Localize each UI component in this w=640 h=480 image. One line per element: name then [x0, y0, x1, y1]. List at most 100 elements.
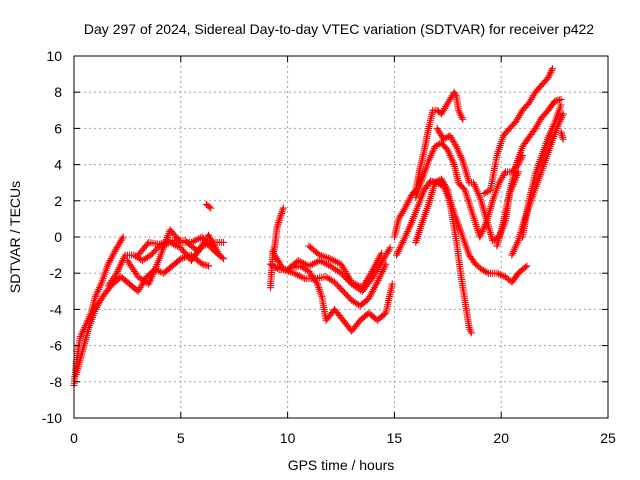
data-track: [557, 128, 567, 143]
data-point-marker: [332, 257, 340, 265]
data-point-marker: [307, 261, 315, 269]
data-point-marker: [325, 254, 333, 262]
y-tick-labels: -10 -8 -6 -4 -2 0 2 4 6 8 10: [42, 48, 62, 426]
data-track: [493, 95, 565, 250]
data-point-marker: [330, 257, 338, 265]
y-tick-label: -10: [42, 410, 62, 426]
data-point-marker: [523, 262, 531, 270]
x-tick-label: 15: [387, 430, 403, 446]
data-point-marker: [220, 238, 228, 246]
data-point-marker: [292, 270, 300, 278]
data-point-marker: [281, 266, 289, 274]
data-point-marker: [483, 268, 491, 276]
data-point-marker: [559, 135, 567, 143]
data-point-marker: [119, 233, 127, 241]
data-point-marker: [220, 255, 228, 263]
data-point-marker: [326, 255, 334, 263]
y-tick-label: 2: [54, 193, 62, 209]
data-track: [412, 175, 475, 337]
y-tick-label: -4: [50, 301, 63, 317]
data-point-marker: [325, 261, 333, 269]
data-point-marker: [193, 236, 201, 244]
x-tick-label: 5: [177, 430, 185, 446]
data-point-marker: [286, 268, 294, 276]
data-point-marker: [163, 238, 171, 246]
data-point-marker: [386, 244, 394, 252]
y-axis-label: SDTVAR / TECUs: [7, 181, 23, 293]
data-point-marker: [309, 260, 317, 268]
data-point-marker: [388, 280, 396, 288]
data-point-marker: [323, 254, 331, 262]
data-track: [480, 65, 556, 198]
y-tick-label: -2: [50, 265, 63, 281]
data-point-marker: [139, 276, 147, 284]
x-tick-label: 25: [600, 430, 616, 446]
x-tick-label: 0: [70, 430, 78, 446]
data-point-marker: [170, 240, 178, 248]
data-point-marker: [319, 252, 327, 260]
data-point-marker: [495, 270, 503, 278]
data-point-marker: [459, 115, 467, 123]
data-point-marker: [351, 280, 359, 288]
data-track: [134, 231, 223, 259]
data-point-marker: [299, 274, 307, 282]
data-point-marker: [321, 259, 329, 267]
data-point-marker: [496, 271, 504, 279]
data-point-marker: [333, 267, 341, 275]
axis-ticks: [73, 55, 609, 419]
x-axis-label: GPS time / hours: [288, 457, 395, 473]
data-point-marker: [548, 65, 556, 73]
y-tick-label: -6: [50, 338, 63, 354]
data-point-marker: [164, 237, 172, 245]
data-track: [269, 247, 390, 310]
y-tick-label: 10: [46, 48, 62, 64]
data-track: [305, 242, 386, 292]
data-point-marker: [326, 262, 334, 270]
data-track: [390, 88, 467, 241]
data-point-marker: [290, 269, 298, 277]
data-point-marker: [321, 253, 329, 261]
data-point-marker: [382, 260, 390, 268]
x-tick-labels: 0 5 10 15 20 25: [70, 430, 616, 446]
data-point-marker: [317, 252, 325, 260]
data-point-marker: [349, 279, 357, 287]
data-point-marker: [273, 264, 281, 272]
data-point-marker: [514, 168, 522, 176]
data-point-marker: [191, 237, 199, 245]
data-point-marker: [467, 329, 475, 337]
data-point-marker: [173, 242, 181, 250]
data-point-marker: [378, 249, 386, 257]
data-point-marker: [205, 203, 213, 211]
data-point-marker: [179, 254, 187, 262]
data-point-marker: [155, 240, 163, 248]
data-point-marker: [283, 267, 291, 275]
data-point-marker: [157, 240, 165, 248]
data-point-marker: [295, 272, 303, 280]
data-points: [70, 65, 567, 389]
data-point-marker: [279, 266, 287, 274]
data-point-marker: [348, 278, 356, 286]
data-point-marker: [316, 251, 324, 259]
data-point-marker: [333, 258, 341, 266]
data-point-marker: [177, 255, 185, 263]
chart-title: Day 297 of 2024, Sidereal Day-to-day VTE…: [84, 21, 594, 37]
data-point-marker: [303, 266, 311, 274]
data-point-marker: [143, 240, 151, 248]
data-point-marker: [161, 238, 169, 246]
data-point-marker: [498, 271, 506, 279]
data-point-marker: [134, 273, 142, 281]
data-track: [288, 262, 396, 335]
data-track: [202, 200, 215, 212]
data-point-marker: [312, 258, 320, 266]
data-point-marker: [294, 271, 302, 279]
data-point-marker: [328, 256, 336, 264]
data-point-marker: [285, 267, 293, 275]
data-point-marker: [319, 258, 327, 266]
data-point-marker: [294, 257, 302, 265]
x-tick-label: 10: [280, 430, 296, 446]
data-point-marker: [323, 260, 331, 268]
data-point-marker: [332, 266, 340, 274]
data-point-marker: [521, 263, 529, 271]
